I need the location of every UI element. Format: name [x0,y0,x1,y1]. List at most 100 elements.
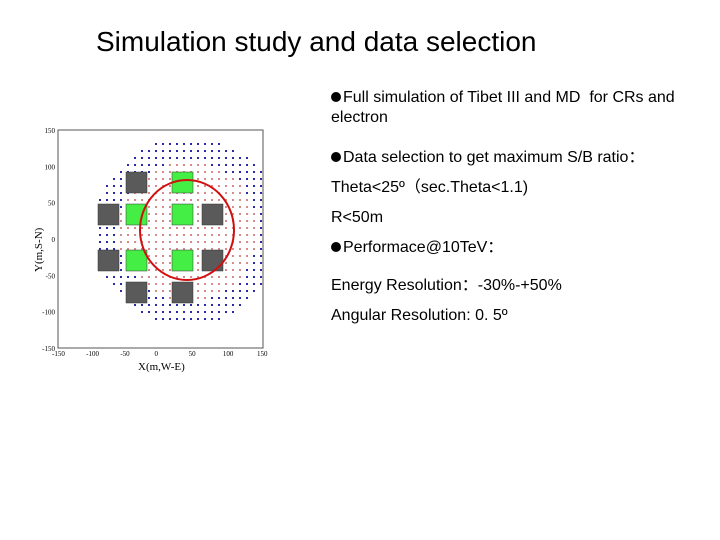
detector-dot [253,269,255,271]
detector-dot [155,290,157,292]
detector-dot [148,255,150,257]
detector-dot [253,171,255,173]
detector-dot [218,318,220,320]
detector-dot [232,199,234,201]
detector-dot [162,255,164,257]
detector-dot [204,143,206,145]
detector-dot [211,185,213,187]
detector-dot [260,283,262,285]
detector-dot [197,192,199,194]
detector-dot [106,185,108,187]
detector-dot [211,227,213,229]
radius-cut: R<50m [331,209,384,226]
detector-dot [218,199,220,201]
detector-dot [141,248,143,250]
detector-dot [169,283,171,285]
dark-detector-square [125,171,148,194]
detector-dot [106,199,108,201]
detector-dot [155,213,157,215]
x-tick-label: 100 [223,350,234,358]
detector-dot [120,269,122,271]
selection-circle [139,179,235,281]
detector-dot [239,213,241,215]
detector-dot [183,234,185,236]
detector-dot [99,227,101,229]
detector-dot [176,304,178,306]
detector-dot [141,234,143,236]
detector-dot [162,276,164,278]
detector-dot [162,150,164,152]
detector-dot [232,283,234,285]
detector-dot [162,297,164,299]
detector-dot [211,171,213,173]
y-tick-label: -150 [42,345,55,353]
detector-dot [113,241,115,243]
detector-dot [246,199,248,201]
detector-dot [169,171,171,173]
detector-dot [176,157,178,159]
detector-dot [253,199,255,201]
detector-dot [120,185,122,187]
detector-dot [232,178,234,180]
detector-dot [155,143,157,145]
detector-dot [253,241,255,243]
detector-dot [246,297,248,299]
detector-dot [169,248,171,250]
detector-dot [141,150,143,152]
detector-dot [141,276,143,278]
detector-dot [225,248,227,250]
y-tick-label: -100 [42,309,55,317]
detector-dot [260,269,262,271]
detector-dot [155,157,157,159]
detector-dot [253,164,255,166]
detector-dot [190,234,192,236]
detector-dot [162,220,164,222]
detector-dot [190,304,192,306]
detector-dot [239,185,241,187]
y-tick-label: 50 [48,200,56,208]
x-tick-label: -50 [120,350,130,358]
detector-dot [127,164,129,166]
detector-dot [148,206,150,208]
detector-dot [218,241,220,243]
detector-dot [162,234,164,236]
detector-dot [106,276,108,278]
x-tick-label: 0 [155,350,159,358]
detector-dot [148,178,150,180]
detector-dot [253,227,255,229]
detector-dot [197,143,199,145]
detector-dot [197,255,199,257]
detector-dot [225,304,227,306]
detector-dot [120,283,122,285]
detector-dot [183,164,185,166]
detector-dot [148,290,150,292]
detector-dot [148,311,150,313]
detector-dot [197,262,199,264]
detector-dot [169,297,171,299]
detector-dot [232,276,234,278]
detector-dot [197,185,199,187]
x-axis-label: X(m,W-E) [138,361,185,373]
detector-dot [232,269,234,271]
detector-dot [260,171,262,173]
x-tick-label: 50 [189,350,197,358]
detector-dot [246,227,248,229]
detector-dot [204,185,206,187]
detector-dot [239,157,241,159]
detector-dot [155,283,157,285]
detector-dot [232,248,234,250]
dark-detector-square [97,203,120,226]
detector-dot [197,290,199,292]
detector-dot [120,290,122,292]
detector-dot [169,164,171,166]
detector-dot [155,255,157,257]
detector-dot [99,199,101,201]
detector-dot [211,192,213,194]
detector-dot [218,157,220,159]
detector-dot [197,248,199,250]
detector-dot [253,192,255,194]
detector-dot [260,220,262,222]
detector-dot [260,213,262,215]
bullet-data-selection: Data selection to get maximum S/B ratio： [331,148,644,168]
detector-dot [246,283,248,285]
